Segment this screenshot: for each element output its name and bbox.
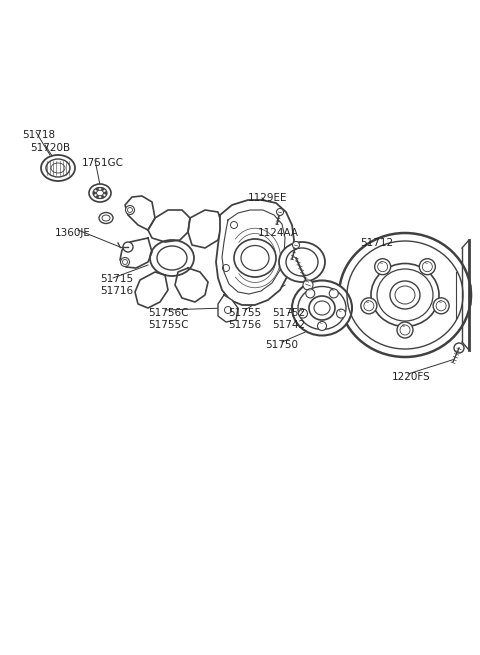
- Circle shape: [420, 259, 435, 274]
- Ellipse shape: [41, 155, 75, 181]
- Circle shape: [317, 322, 326, 331]
- Text: c: c: [380, 259, 383, 265]
- Circle shape: [454, 343, 464, 353]
- Text: c: c: [320, 320, 323, 325]
- Text: 1360JE: 1360JE: [55, 228, 91, 238]
- Circle shape: [123, 242, 133, 252]
- Polygon shape: [188, 210, 222, 248]
- Circle shape: [96, 196, 98, 198]
- Text: 1220FS: 1220FS: [392, 372, 431, 382]
- Ellipse shape: [93, 187, 107, 198]
- Circle shape: [125, 206, 134, 214]
- Polygon shape: [120, 238, 152, 268]
- Text: 1124AA: 1124AA: [258, 228, 299, 238]
- Circle shape: [102, 188, 104, 191]
- Circle shape: [102, 196, 104, 198]
- Polygon shape: [135, 272, 168, 308]
- Text: c: c: [438, 299, 442, 304]
- Circle shape: [292, 242, 300, 248]
- Circle shape: [299, 309, 308, 318]
- Ellipse shape: [99, 212, 113, 223]
- Text: c: c: [308, 288, 311, 292]
- Text: 1751GC: 1751GC: [82, 158, 124, 168]
- Text: 51720B: 51720B: [30, 143, 70, 153]
- Ellipse shape: [279, 242, 325, 282]
- Text: c: c: [339, 308, 342, 312]
- Circle shape: [104, 192, 107, 194]
- Circle shape: [433, 298, 449, 314]
- Circle shape: [96, 188, 98, 191]
- Text: 51718: 51718: [22, 130, 55, 140]
- Text: c: c: [366, 299, 369, 304]
- Circle shape: [397, 322, 413, 338]
- Ellipse shape: [371, 263, 439, 326]
- Circle shape: [120, 257, 130, 267]
- Polygon shape: [175, 268, 208, 302]
- Text: 51755: 51755: [228, 308, 261, 318]
- Polygon shape: [125, 196, 155, 230]
- Text: 51752: 51752: [272, 308, 305, 318]
- Circle shape: [329, 289, 338, 298]
- Text: 51756C: 51756C: [148, 308, 189, 318]
- Ellipse shape: [234, 239, 276, 277]
- Ellipse shape: [89, 184, 111, 202]
- Text: 51712: 51712: [360, 238, 393, 248]
- Text: 51750: 51750: [265, 340, 298, 350]
- Circle shape: [93, 192, 96, 194]
- Text: 51756: 51756: [228, 320, 261, 330]
- Circle shape: [276, 208, 284, 215]
- Circle shape: [375, 259, 391, 274]
- Ellipse shape: [46, 159, 70, 177]
- Text: c: c: [424, 259, 428, 265]
- Text: c: c: [332, 288, 335, 292]
- Polygon shape: [216, 200, 294, 305]
- Polygon shape: [218, 295, 238, 322]
- Circle shape: [361, 298, 377, 314]
- Text: 51716: 51716: [100, 286, 133, 296]
- Ellipse shape: [292, 280, 352, 335]
- Text: 51742: 51742: [272, 320, 305, 330]
- Text: 51715: 51715: [100, 274, 133, 284]
- Circle shape: [336, 309, 346, 318]
- Text: 51755C: 51755C: [148, 320, 189, 330]
- Text: c: c: [402, 323, 406, 328]
- Text: 1129EE: 1129EE: [248, 193, 288, 203]
- Ellipse shape: [150, 240, 194, 276]
- Text: c: c: [301, 308, 304, 312]
- Ellipse shape: [339, 233, 471, 357]
- Polygon shape: [148, 210, 190, 242]
- Circle shape: [306, 289, 315, 298]
- Circle shape: [303, 280, 313, 290]
